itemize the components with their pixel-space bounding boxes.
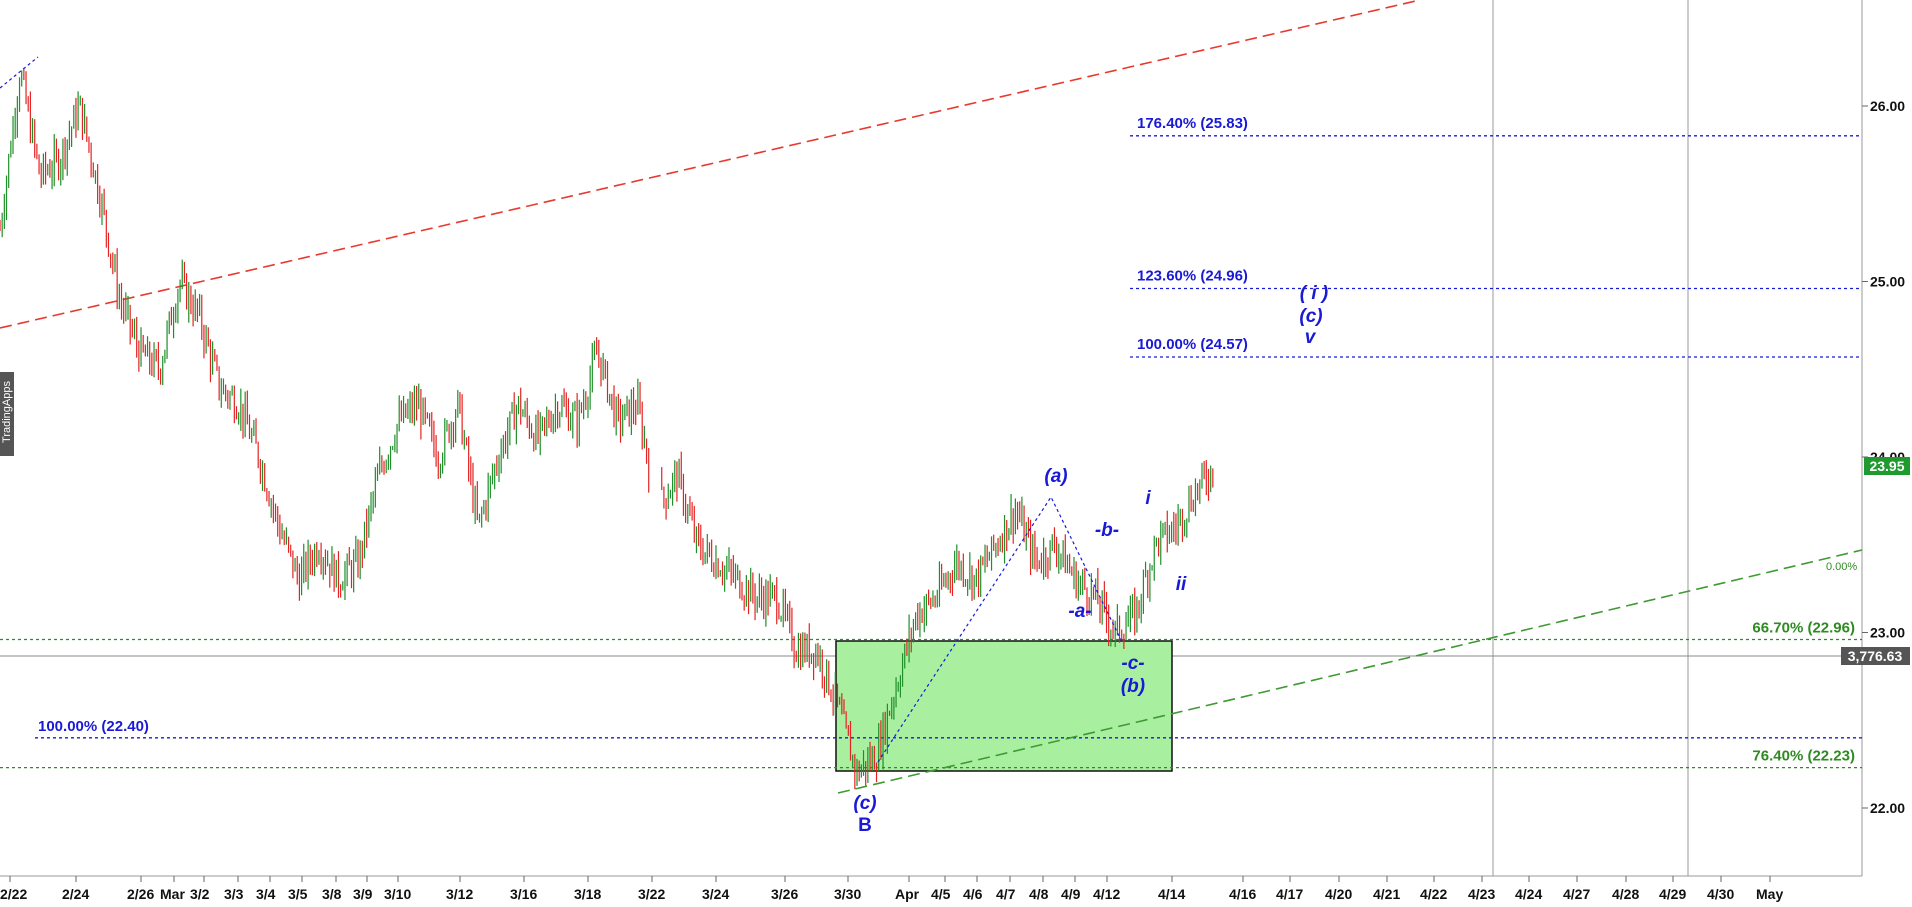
y-tick-label: 26.00 [1870,98,1905,114]
trendline-label: 0.00% [1826,561,1857,573]
wave-label: (c) [1299,306,1322,327]
x-tick-label: 3/12 [446,886,473,902]
wave-label: i [1145,488,1151,509]
last-price-text: 23.95 [1869,458,1904,474]
wave-label: -a- [1068,601,1091,622]
x-tick-label: 4/21 [1373,886,1400,902]
x-tick-label: 4/17 [1276,886,1303,902]
x-tick-label: 3/9 [353,886,373,902]
x-tick-label: 4/14 [1158,886,1185,902]
x-tick-label: 4/29 [1659,886,1686,902]
x-tick-label: May [1756,886,1783,902]
x-tick-label: 2/24 [62,886,89,902]
x-tick-label: 4/7 [996,886,1016,902]
wave-label: B [858,815,872,836]
x-tick-label: 3/4 [256,886,276,902]
x-tick-label: 3/10 [384,886,411,902]
x-tick-label: 4/9 [1061,886,1081,902]
x-tick-label: 4/22 [1420,886,1447,902]
x-tick-label: 3/26 [771,886,798,902]
y-tick-label: 25.00 [1870,274,1905,290]
x-tick-label: 4/28 [1612,886,1639,902]
x-tick-label: 4/12 [1093,886,1120,902]
wave-label: (b) [1121,676,1145,697]
upper-channel-line [0,0,1421,329]
x-tick-label: Mar [160,886,185,902]
x-tick-label: 4/20 [1325,886,1352,902]
wave-label: -b- [1095,520,1119,541]
wave-label: (a) [1044,466,1067,487]
x-tick-label: 4/23 [1468,886,1495,902]
x-tick-label: 2/22 [0,886,27,902]
x-tick-label: 3/18 [574,886,601,902]
x-tick-label: 3/16 [510,886,537,902]
watermark-text: TradingApps [1,381,13,443]
x-tick-label: 2/26 [127,886,154,902]
fib-level-label: 66.70% (22.96) [1752,620,1855,637]
wave-label: -c- [1121,653,1144,674]
crosshair-value-text: 3,776.63 [1848,648,1903,664]
x-tick-label: 4/16 [1229,886,1256,902]
x-tick-label: 3/2 [190,886,210,902]
x-tick-label: 4/8 [1029,886,1049,902]
x-tick-label: 4/6 [963,886,983,902]
fib-level-label: 100.00% (24.57) [1137,336,1248,353]
x-tick-label: 3/30 [834,886,861,902]
y-tick-label: 22.00 [1870,800,1905,816]
y-tick-label: 23.00 [1870,625,1905,641]
last-price-badge [1864,457,1910,475]
x-tick-label: 4/5 [931,886,951,902]
fib-level-label: 123.60% (24.96) [1137,268,1248,285]
x-tick-label: 4/24 [1515,886,1542,902]
fib-level-label: 176.40% (25.83) [1137,115,1248,132]
wave-label: ( i ) [1300,283,1329,304]
crosshair-badge [1841,647,1910,665]
x-tick-label: Apr [895,886,920,902]
x-tick-label: 4/30 [1707,886,1734,902]
x-tick-label: 3/8 [322,886,342,902]
wave-label: v [1305,327,1317,348]
wave-connector [0,56,39,89]
fib-level-label: 76.40% (22.23) [1752,748,1855,765]
x-tick-label: 3/22 [638,886,665,902]
lower-channel-line [837,549,1863,794]
x-tick-label: 4/27 [1563,886,1590,902]
wave-label: (c) [853,793,876,814]
fib-level-label: 100.00% (22.40) [38,718,149,735]
wave-label: ii [1176,574,1187,595]
x-tick-label: 3/3 [224,886,244,902]
x-tick-label: 3/5 [288,886,308,902]
watermark: TradingApps [0,372,14,456]
x-tick-label: 3/24 [702,886,729,902]
